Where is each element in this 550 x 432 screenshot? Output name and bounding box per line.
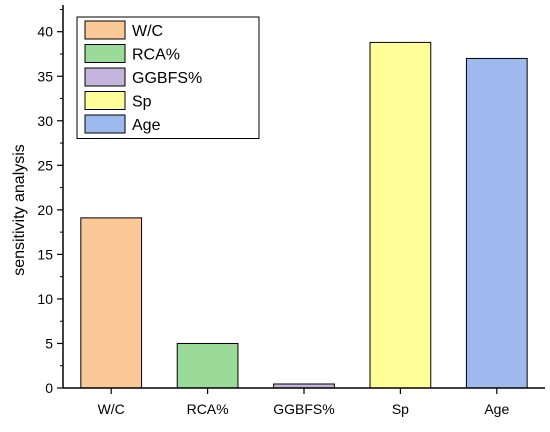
y-ticks-group: 0 5 10 15 20 25 30 35 40 xyxy=(37,8,63,396)
y-tick-label: 10 xyxy=(37,291,53,307)
bar-age xyxy=(465,57,528,389)
y-tick-label: 35 xyxy=(37,68,53,84)
legend-label: W/C xyxy=(132,23,163,40)
y-tick-label: 0 xyxy=(45,380,53,396)
y-tick-label: 25 xyxy=(37,157,53,173)
legend-swatch xyxy=(84,114,126,134)
legend-label: RCA% xyxy=(132,47,180,64)
bar-w-c xyxy=(80,217,143,389)
legend-label: Sp xyxy=(132,94,152,111)
x-ticks-group: W/C RCA% GGBFS% Sp Age xyxy=(98,388,509,417)
x-tick-label: GGBFS% xyxy=(273,401,334,417)
y-tick-label: 15 xyxy=(37,246,53,262)
y-tick-label: 20 xyxy=(37,202,53,218)
legend-swatch xyxy=(84,20,126,40)
y-axis-title: sensitivity analysis xyxy=(11,144,28,276)
legend-swatch xyxy=(84,44,126,63)
bar-sp xyxy=(369,41,432,389)
legend-swatch xyxy=(84,91,126,110)
y-tick-label: 30 xyxy=(37,113,53,129)
legend-label: Age xyxy=(132,117,161,134)
y-tick-label: 5 xyxy=(45,335,53,351)
legend-swatch xyxy=(84,67,126,87)
x-tick-label: Age xyxy=(484,401,509,417)
bars-group xyxy=(80,41,528,389)
x-tick-label: Sp xyxy=(392,401,409,417)
bar-rca- xyxy=(176,342,239,389)
legend-label: GGBFS% xyxy=(132,70,202,87)
x-tick-label: W/C xyxy=(98,401,125,417)
y-tick-label: 40 xyxy=(37,24,53,40)
x-tick-label: RCA% xyxy=(187,401,229,417)
legend: W/C RCA% GGBFS% Sp Age xyxy=(76,16,260,139)
